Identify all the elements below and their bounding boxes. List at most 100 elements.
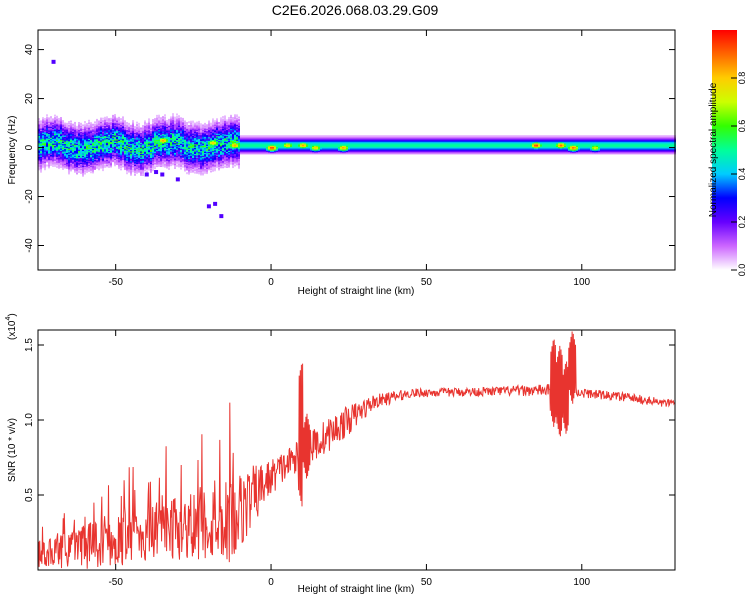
spectrogram-cell [228, 137, 230, 140]
spectrogram-cell [96, 129, 98, 132]
spectrogram-cell [326, 137, 328, 140]
spectrogram-cell [114, 158, 116, 161]
spectrogram-cell [200, 161, 202, 164]
spectrogram-cell [110, 137, 112, 140]
spectrogram-cell [192, 147, 194, 150]
spectrogram-cell [188, 160, 190, 163]
spectrogram-cell [202, 163, 204, 166]
spectrogram-cell [96, 149, 98, 152]
spectrogram-cell [336, 135, 338, 138]
spectrogram-cell [134, 126, 136, 129]
spectrogram-cell [86, 157, 88, 160]
spectrogram-cell [134, 165, 136, 168]
spectrogram-cell [76, 131, 78, 134]
spectrogram-cell [334, 147, 336, 150]
spectrogram-cell [82, 166, 84, 169]
spectrogram-cell [138, 159, 140, 162]
spectrogram-cell [84, 172, 86, 175]
spectrogram-cell [204, 127, 206, 130]
spectrogram-cell [52, 148, 54, 151]
spectrogram-cell [162, 116, 164, 119]
spectrogram-cell [234, 117, 236, 120]
spectrogram-cell [310, 145, 312, 148]
spectrogram-cell [38, 127, 40, 130]
spectrogram-cell [206, 131, 208, 134]
spectrogram-cell [236, 130, 238, 133]
spectrogram-cell [162, 134, 164, 137]
spectrogram-cell [116, 150, 118, 153]
spectrogram-cell [128, 170, 130, 173]
spectrogram-cell [252, 135, 254, 138]
spectrogram-cell [72, 151, 74, 154]
spectrogram-cell [218, 166, 220, 169]
spectrogram-cell [272, 147, 274, 150]
spectrogram-cell [170, 126, 172, 129]
spectrogram-cell [150, 143, 152, 146]
spectrogram-cell [238, 157, 240, 160]
spectrogram-cell [264, 151, 266, 154]
spectrogram-cell [76, 168, 78, 171]
spectrogram-cell [134, 127, 136, 130]
spectrogram-cell [256, 137, 258, 140]
spectrogram-cell [126, 124, 128, 127]
spectrogram-cell [160, 135, 162, 138]
spectrogram-cell [344, 148, 346, 151]
spectrogram-cell [90, 163, 92, 166]
spectrogram-cell [60, 151, 62, 154]
spectrogram-cell [144, 135, 146, 138]
spectrogram-cell [116, 133, 118, 136]
spectrogram-cell [224, 139, 226, 142]
spectrogram-cell [144, 133, 146, 136]
spectrogram-cell [118, 145, 120, 148]
spectrogram-cell [202, 128, 204, 131]
spectrogram-cell [332, 151, 334, 154]
spectrogram-cell [262, 140, 264, 143]
spectrogram-cell [94, 121, 96, 124]
spectrogram-cell [48, 122, 50, 125]
spectrogram-cell [230, 154, 232, 157]
spectrogram-cell [162, 147, 164, 150]
spectrogram-cell [44, 155, 46, 158]
spectrogram-cell [58, 159, 60, 162]
spectrogram-cell [196, 155, 198, 158]
spectrogram-cell [100, 165, 102, 168]
spectrogram-cell [198, 124, 200, 127]
spectrogram-cell [56, 129, 58, 132]
spectrogram-cell [176, 164, 178, 167]
spectrogram-cell [220, 118, 222, 121]
spectrogram-cell [178, 158, 180, 161]
spectrogram-cell [78, 128, 80, 131]
spectrogram-cell [110, 132, 112, 135]
spectrogram-cell [260, 141, 262, 144]
spectrogram-cell [352, 149, 354, 152]
spectrogram-cell [154, 123, 156, 126]
spectrogram-cell [186, 121, 188, 124]
spectrogram-cell [342, 140, 344, 143]
spectrogram-cell [210, 154, 212, 157]
spectrogram-cell [160, 123, 162, 126]
spectrogram-cell [212, 129, 214, 132]
spectrogram-cell [352, 146, 354, 149]
spectrogram-cell [210, 149, 212, 152]
spectrogram-cell [310, 135, 312, 138]
spectrogram-cell [82, 158, 84, 161]
spectrogram-cell [344, 137, 346, 140]
spectrogram-cell [86, 170, 88, 173]
spectrogram-cell [340, 138, 342, 141]
spectrogram-cell [178, 138, 180, 141]
spectrogram-cell [178, 153, 180, 156]
spectrogram-cell [134, 162, 136, 165]
spectrogram-cell [246, 137, 248, 140]
spectrogram-cell [92, 160, 94, 163]
spectrogram-cell [190, 152, 192, 155]
spectrogram-cell [310, 137, 312, 140]
spectrogram-cell [220, 154, 222, 157]
spectrogram-cell [92, 126, 94, 129]
spectrogram-cell [86, 135, 88, 138]
spectrogram-cell [140, 143, 142, 146]
spectrogram-cell [324, 152, 326, 155]
spectrogram-cell [76, 165, 78, 168]
spectrogram-cell [138, 166, 140, 169]
spectrogram-cell [350, 147, 352, 150]
